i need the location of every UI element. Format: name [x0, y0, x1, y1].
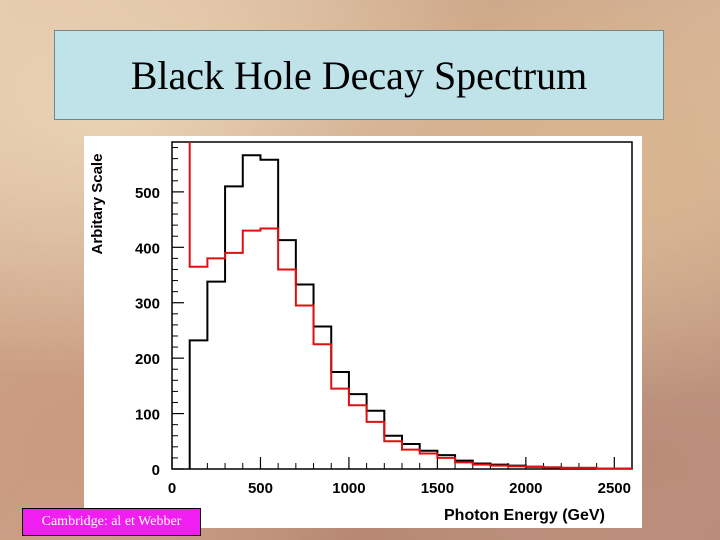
- credit-badge: Cambridge: al et Webber: [22, 508, 201, 536]
- y-tick-label: 200: [135, 351, 160, 368]
- x-tick-label: 1500: [421, 480, 454, 497]
- y-tick-label: 400: [135, 240, 160, 257]
- slide-title: Black Hole Decay Spectrum: [130, 52, 588, 98]
- credit-text: Cambridge: al et Webber: [41, 514, 182, 529]
- histogram-chart: 0 100 200 300 400 500 0 500 1000 1500 2000 2500 Arb…: [89, 141, 633, 524]
- y-tick-label: 500: [135, 185, 160, 202]
- x-tick-label: 2000: [509, 480, 542, 497]
- x-tick-label: 500: [248, 480, 273, 497]
- histogram-series-1: [188, 154, 632, 470]
- y-tick-label: 0: [152, 462, 160, 479]
- x-tick-label: 1000: [332, 480, 365, 497]
- x-axis-label: Photon Energy (GeV): [444, 507, 605, 524]
- y-tick-label: 100: [135, 407, 160, 424]
- chart-panel: 0 100 200 300 400 500 0 500 1000 1500 2000 2500 Arb…: [84, 136, 642, 528]
- y-tick-label: 300: [135, 296, 160, 313]
- x-tick-label: 0: [168, 480, 176, 497]
- histogram-series-2: [188, 142, 632, 470]
- y-axis-label: Arbitary Scale: [89, 154, 106, 255]
- plot-frame: [171, 141, 633, 470]
- slide-title-box: Black Hole Decay Spectrum: [54, 30, 664, 120]
- x-tick-label: 2500: [598, 480, 631, 497]
